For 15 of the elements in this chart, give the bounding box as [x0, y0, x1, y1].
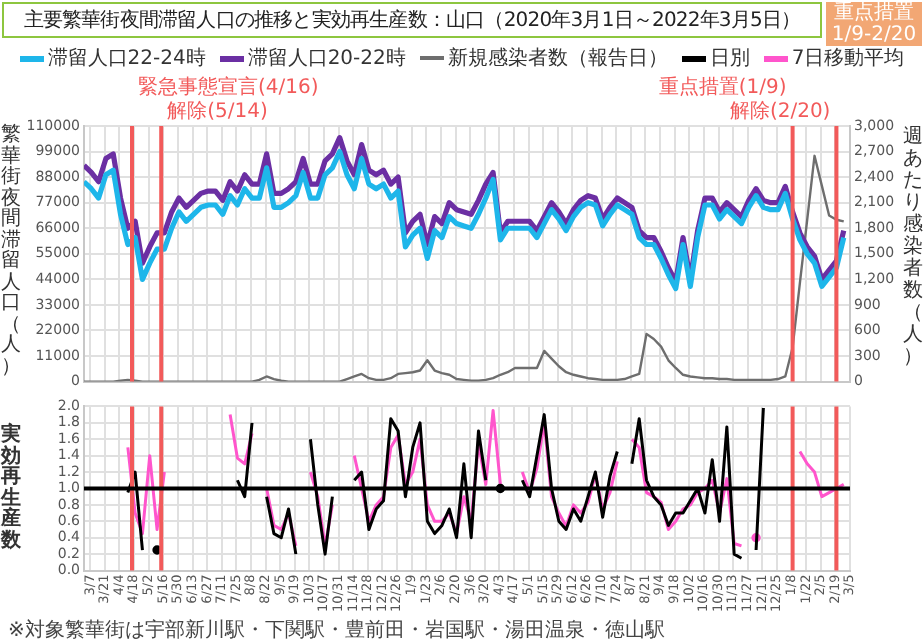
legend-label: 滞留人口20-22時 — [247, 45, 406, 72]
legend-label: 日別 — [709, 46, 750, 72]
ref-line-label: 解除(5/14) — [167, 99, 268, 124]
text: 重点措置 1/9-2/20 — [826, 2, 922, 46]
ref-line-label: 解除(2/20) — [729, 99, 831, 124]
text: ※対象繁華街は宇部新川駅・下関駅・豊前田・岩国駅・湯田温泉・徳山駅 — [8, 617, 665, 640]
text: 週あたり感染者数（人） — [903, 126, 923, 368]
legend-label: 滞留人口22-24時 — [47, 45, 206, 72]
y-axis-title: 実効再生産数 — [0, 424, 22, 552]
text: 繁華街夜間滞留人口（人） — [1, 124, 21, 377]
legend-label: 新規感染者数（報告日） — [447, 45, 668, 72]
ref-line-label: 重点措置(1/9) — [658, 75, 787, 100]
chart-title: 主要繁華街夜間滞留人口の推移と実効再生産数：山口（2020年3月1日～2022年3月5日） — [2, 2, 822, 38]
ref-line-label: 緊急事態宣言(4/16) — [138, 75, 319, 100]
legend-label: 7日移動平均 — [791, 46, 905, 72]
